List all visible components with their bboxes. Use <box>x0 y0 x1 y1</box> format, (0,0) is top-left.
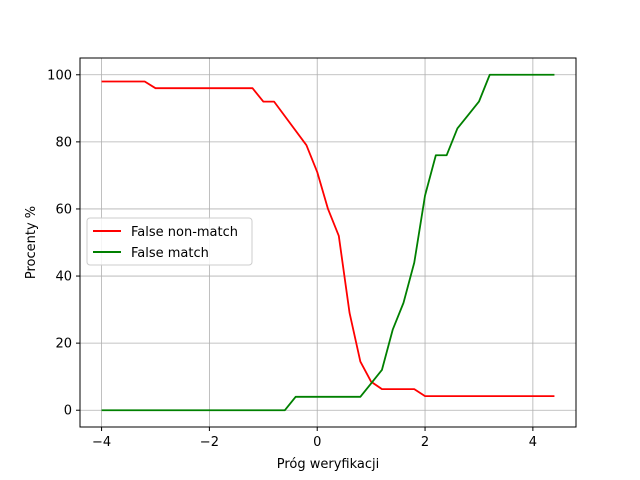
y-tick-label: 40 <box>55 270 72 285</box>
y-tick-label: 60 <box>55 202 72 217</box>
y-tick-label: 20 <box>55 337 72 352</box>
y-tick-label: 80 <box>55 135 72 150</box>
legend-label-false-match: False match <box>131 246 209 261</box>
legend: False non-match False match <box>86 217 253 266</box>
legend-label-false-non-match: False non-match <box>131 225 238 240</box>
x-tick-label: 2 <box>421 435 429 450</box>
x-tick-label: 0 <box>313 435 321 450</box>
legend-box <box>86 217 253 266</box>
x-tick-label: −4 <box>92 435 111 450</box>
y-tick-label: 0 <box>64 404 72 419</box>
y-axis-title: Procenty % <box>24 206 39 279</box>
series-lines <box>101 73 555 412</box>
series-line-false-match <box>101 73 555 412</box>
y-tick-label: 100 <box>47 68 72 83</box>
series-line-false-non-match <box>101 80 555 398</box>
x-tick-label: −2 <box>200 435 219 450</box>
x-tick-label: 4 <box>529 435 537 450</box>
plot-frame <box>79 57 577 428</box>
x-axis-title: Próg weryfikacji <box>277 457 380 472</box>
